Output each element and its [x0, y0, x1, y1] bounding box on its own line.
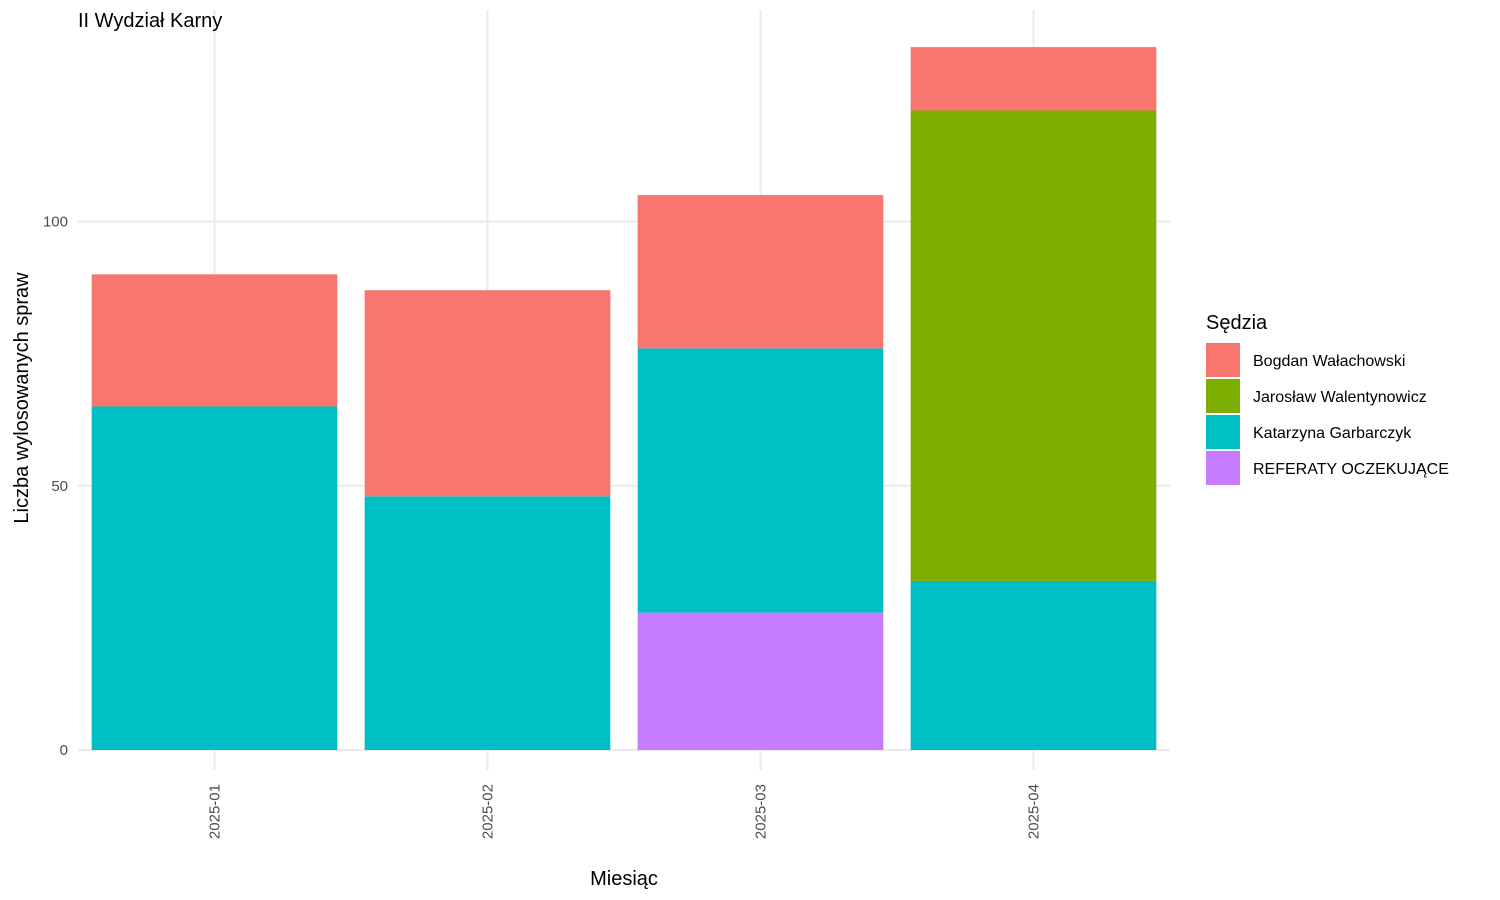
y-tick-label: 100	[43, 214, 68, 231]
y-tick-label: 0	[60, 742, 68, 759]
y-axis-title: Liczba wylosowanych spraw	[11, 272, 33, 524]
legend-label: Katarzyna Garbarczyk	[1253, 425, 1412, 442]
x-tick-label: 2025-04	[1026, 784, 1043, 839]
legend: Sędzia Bogdan Wałachowski Jarosław Walent…	[1206, 312, 1449, 485]
bar-segment	[910, 47, 1157, 111]
bar-segment	[364, 290, 611, 497]
x-tick-label: 2025-03	[753, 784, 770, 839]
bar-segment	[637, 195, 884, 349]
bar-segment	[637, 348, 884, 613]
bar-segment	[910, 580, 1157, 750]
legend-key	[1206, 415, 1240, 449]
legend-title: Sędzia	[1206, 312, 1268, 334]
bar-segment	[91, 274, 338, 407]
x-tick-label: 2025-01	[207, 784, 224, 839]
bar-segment	[91, 406, 338, 750]
bar-segment	[910, 110, 1157, 581]
legend-label: Jarosław Walentynowicz	[1253, 389, 1427, 406]
x-axis-title: Miesiąc	[590, 868, 658, 890]
bar-segment	[637, 612, 884, 750]
legend-key	[1206, 343, 1240, 377]
legend-key	[1206, 379, 1240, 413]
y-tick-label: 50	[51, 478, 68, 495]
bar-segment	[364, 496, 611, 750]
legend-label: Bogdan Wałachowski	[1253, 353, 1405, 370]
x-axis-ticks: 2025-01 2025-02 2025-03 2025-04	[207, 784, 1043, 839]
legend-label: REFERATY OCZEKUJĄCE	[1253, 461, 1449, 478]
bars	[91, 47, 1157, 750]
x-tick-label: 2025-02	[480, 784, 497, 839]
y-axis-ticks: 0 50 100	[43, 214, 68, 760]
legend-key	[1206, 451, 1240, 485]
chart-title: II Wydział Karny	[78, 10, 222, 32]
